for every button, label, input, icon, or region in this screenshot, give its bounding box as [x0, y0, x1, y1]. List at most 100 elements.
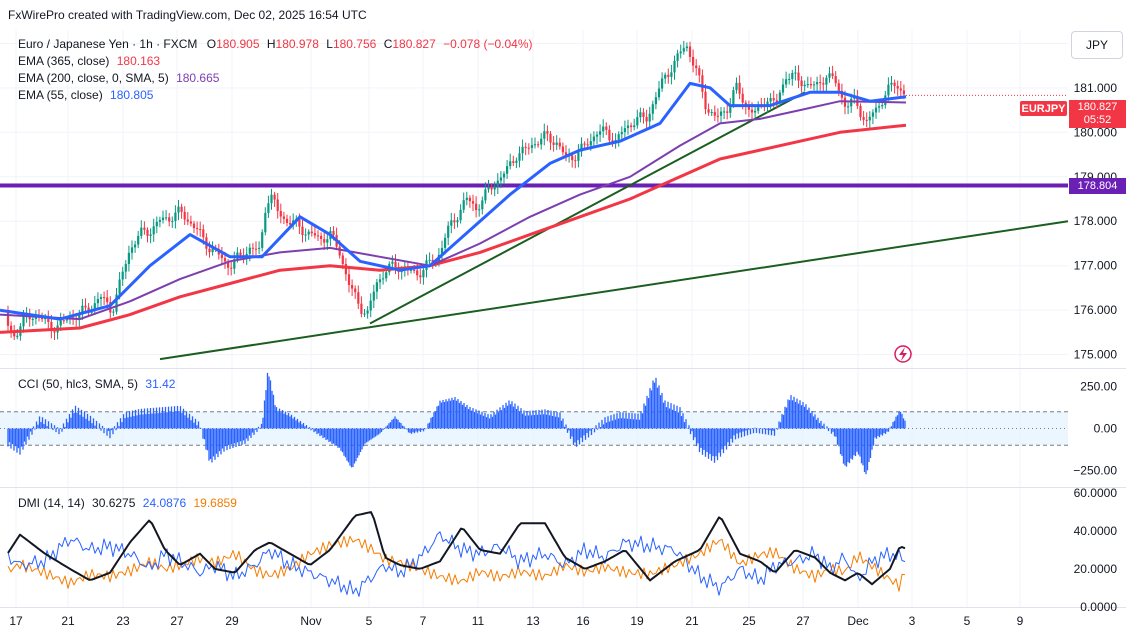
candle-body	[202, 229, 205, 238]
candle-body	[874, 107, 878, 113]
candle-body	[261, 232, 264, 248]
candle	[273, 191, 276, 207]
candle	[524, 142, 527, 156]
candle-body	[391, 261, 394, 264]
candle-body	[850, 98, 853, 107]
x-tick-label: Nov	[300, 614, 321, 628]
candle-body	[419, 275, 422, 278]
x-tick-label: 21	[685, 614, 699, 628]
candle-body	[158, 219, 161, 222]
candle-body	[688, 46, 692, 57]
dmi-label: DMI (14, 14)	[18, 496, 85, 510]
candle-body	[47, 317, 50, 323]
candle-body	[369, 300, 372, 311]
candle	[276, 192, 279, 219]
candle-body	[726, 111, 729, 113]
candle-body	[81, 305, 84, 314]
candle-body	[22, 315, 25, 327]
lightning-icon-ring	[894, 345, 912, 363]
x-tick-label: Dec	[847, 614, 868, 628]
candle-body	[382, 278, 385, 280]
candle-body	[546, 131, 549, 134]
candle-body	[896, 86, 899, 89]
symbol-tag: EURJPY	[1020, 101, 1067, 116]
candle	[688, 41, 692, 63]
candle	[471, 194, 475, 212]
trendline	[369, 91, 806, 325]
candle	[812, 81, 816, 91]
candle	[382, 270, 385, 285]
price-tick-label: 180.000	[1074, 125, 1118, 139]
candle-body	[298, 218, 301, 227]
candle-body	[307, 231, 310, 235]
candle-body	[806, 83, 809, 85]
candle	[834, 71, 837, 87]
candle-body	[893, 82, 896, 87]
candle	[645, 109, 648, 129]
candle-body	[103, 297, 106, 299]
last-price: 180.827	[1077, 101, 1118, 113]
dmi-legend[interactable]: DMI (14, 14) 30.6275 24.0876 19.6859	[18, 496, 237, 510]
candle	[626, 119, 630, 135]
candle	[93, 295, 96, 315]
x-tick-label: 16	[576, 614, 590, 628]
candle	[896, 80, 899, 96]
candle	[450, 212, 453, 234]
candle-body	[499, 177, 502, 181]
candle-body	[118, 279, 121, 295]
x-tick-label: 11	[472, 614, 485, 628]
candle-body	[326, 239, 329, 243]
candle-body	[183, 211, 186, 220]
candle-body	[121, 271, 124, 280]
candle	[316, 230, 320, 242]
candle-body	[775, 100, 778, 103]
candle	[778, 89, 781, 108]
symbol-name[interactable]: Euro / Japanese Yen · 1h · FXCM	[18, 37, 198, 51]
candle	[137, 230, 140, 249]
dmi-plus-value: 24.0876	[142, 496, 187, 510]
price-tick-label: 176.000	[1074, 303, 1118, 317]
candle-body	[822, 83, 825, 85]
candle-body	[140, 227, 143, 236]
symbol-legend: Euro / Japanese Yen · 1h · FXCM O180.905…	[18, 37, 533, 51]
candle-body	[791, 72, 794, 80]
price-pane	[0, 40, 1069, 363]
currency-button[interactable]: JPY	[1071, 31, 1123, 59]
candle-body	[41, 317, 44, 320]
candle-body	[155, 221, 158, 227]
candle-body	[595, 134, 599, 137]
candle	[354, 285, 357, 299]
candle	[540, 133, 543, 150]
candle-body	[630, 125, 633, 128]
candle-body	[478, 209, 481, 211]
candle-body	[664, 74, 667, 79]
candle	[667, 68, 670, 84]
candle-body	[146, 229, 149, 236]
candle	[112, 309, 115, 317]
candle-body	[540, 138, 543, 145]
candle-body	[781, 84, 785, 93]
ema200-legend[interactable]: EMA (200, close, 0, SMA, 5) 180.665	[18, 71, 219, 85]
candle-body	[490, 186, 493, 190]
candle	[264, 207, 267, 236]
candle-body	[695, 65, 698, 69]
candle	[537, 141, 540, 148]
candle	[797, 65, 800, 88]
candle	[357, 285, 360, 309]
candle-body	[577, 151, 580, 161]
candle	[487, 179, 490, 193]
ema55-legend[interactable]: EMA (55, close) 180.805	[18, 88, 153, 102]
candle-body	[199, 229, 202, 231]
candle-body	[177, 206, 180, 213]
candle-body	[475, 203, 478, 211]
candle-body	[685, 46, 688, 49]
x-tick-label: 9	[1017, 614, 1024, 628]
candle-body	[264, 212, 267, 233]
candle-body	[351, 285, 354, 289]
candle	[623, 120, 626, 140]
cci-legend[interactable]: CCI (50, hlc3, SMA, 5) 31.42	[18, 377, 175, 391]
ema365-legend[interactable]: EMA (365, close) 180.163	[18, 54, 160, 68]
candle	[828, 66, 831, 83]
candle-body	[599, 131, 602, 135]
